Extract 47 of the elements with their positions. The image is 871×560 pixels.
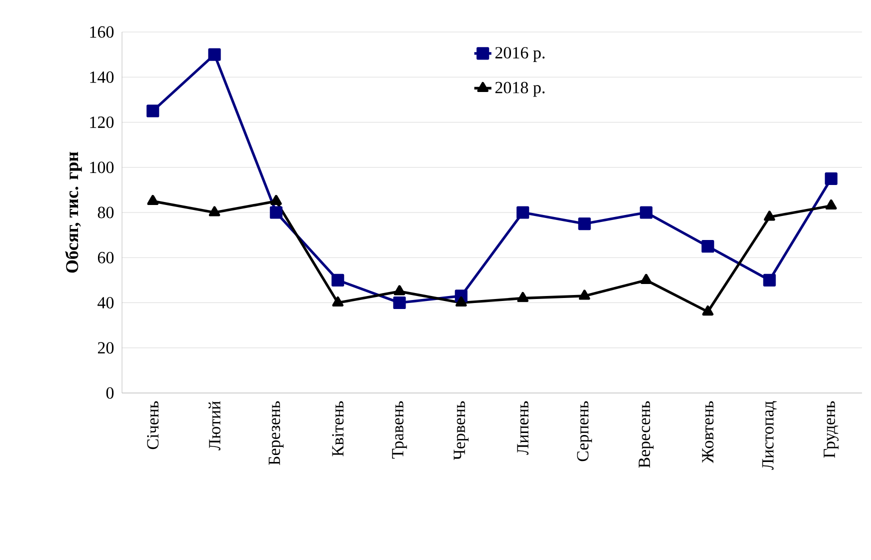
point	[393, 296, 406, 310]
y-tick-label: 40	[98, 297, 114, 308]
y-tick-label: 80	[98, 206, 114, 218]
point	[147, 194, 158, 206]
point	[640, 274, 652, 284]
point	[578, 290, 590, 300]
point	[332, 296, 344, 307]
x-tick-label: Січень	[147, 401, 159, 450]
point	[824, 172, 838, 185]
x-tick-label: Листопад	[762, 401, 777, 470]
x-tick-label: Грудень	[824, 401, 839, 458]
y-tick-label: 0	[106, 387, 114, 399]
point	[826, 199, 837, 210]
point	[702, 240, 714, 253]
point	[208, 206, 220, 216]
point	[270, 194, 282, 206]
y-tick-label: 160	[90, 26, 114, 38]
x-tick-label: Жовтень	[702, 401, 714, 464]
point	[517, 292, 528, 302]
point	[578, 217, 591, 230]
point	[516, 206, 530, 219]
point	[702, 305, 714, 316]
point	[640, 206, 652, 219]
x-tick-label: Липень	[517, 401, 528, 455]
x-tick-label: Травень	[392, 401, 407, 459]
point	[146, 104, 160, 118]
point	[763, 274, 776, 286]
y-axis-title: Обсяг, тис. грн	[65, 152, 82, 273]
x-tick-label: Серпень	[577, 401, 592, 462]
point	[394, 285, 406, 296]
x-tick-label: Квітень	[332, 401, 344, 456]
point	[270, 206, 282, 219]
legend-label: 2016 р.	[495, 47, 545, 62]
point	[456, 296, 467, 307]
x-tick-label: Березень	[268, 401, 284, 465]
x-tick-label: Вересень	[638, 401, 654, 468]
y-tick-label: 100	[90, 162, 114, 174]
y-tick-label: 60	[98, 252, 114, 264]
point	[764, 210, 776, 221]
legend-label: 2018 р.	[495, 82, 545, 97]
x-tick-label: Лютий	[208, 401, 220, 450]
point	[332, 274, 344, 286]
x-tick-label: Червень	[454, 401, 469, 460]
y-tick-label: 140	[90, 71, 114, 83]
point	[208, 48, 221, 61]
y-tick-label: 20	[98, 342, 114, 354]
y-tick-label: 120	[90, 116, 114, 128]
